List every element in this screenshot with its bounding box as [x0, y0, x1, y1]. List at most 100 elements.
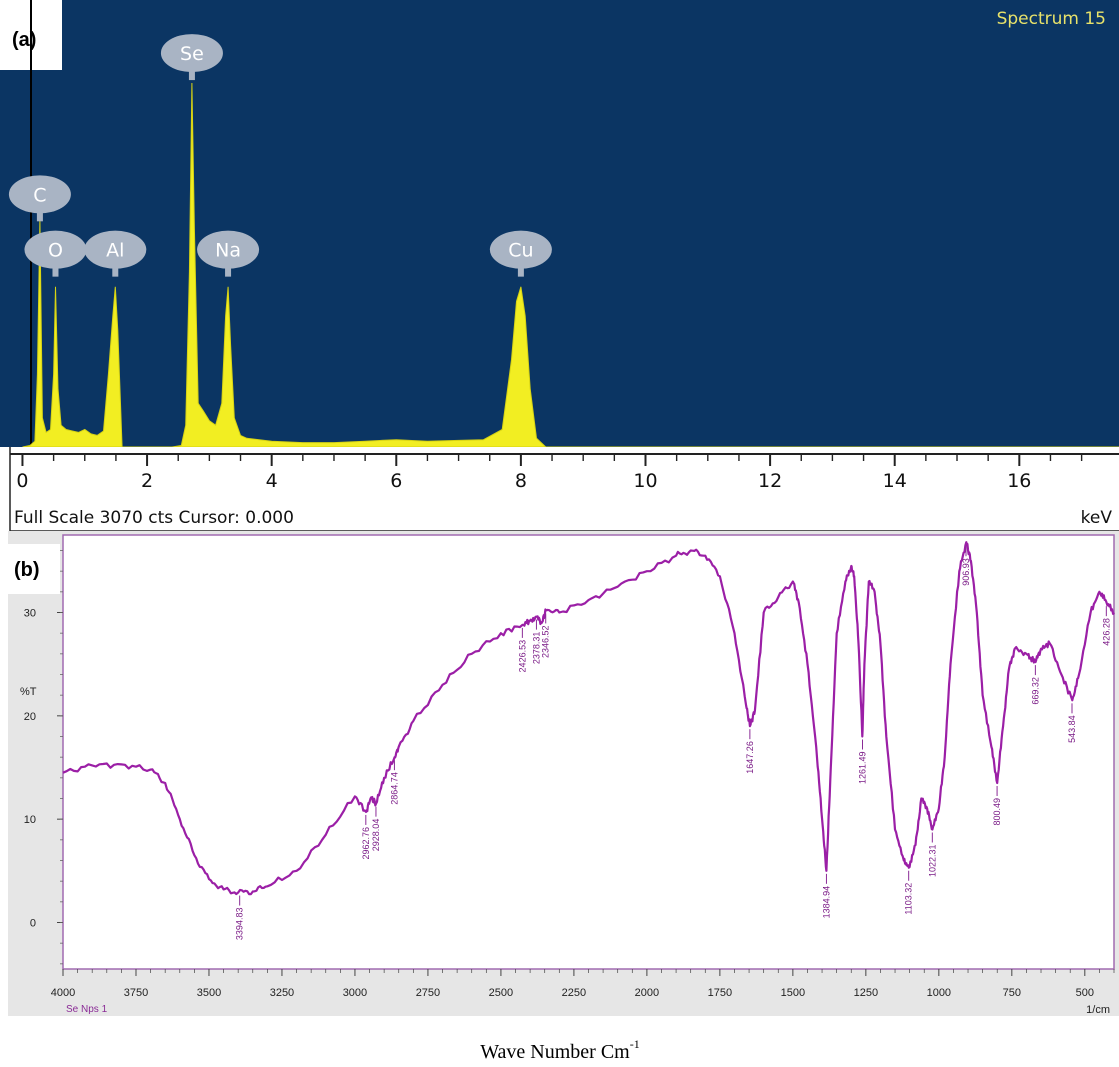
- ftir-y-axis-label: %T: [20, 686, 37, 698]
- ftir-x-tick-label: 500: [1076, 987, 1094, 999]
- eds-peak-label-se: Se: [160, 34, 223, 81]
- ftir-x-tick-label: 2750: [416, 987, 440, 999]
- eds-x-tick-label: 14: [883, 470, 907, 492]
- ftir-peak-label: 3394.83: [235, 908, 245, 941]
- eds-peak-label-c: C: [8, 175, 71, 222]
- eds-peak-stem: [517, 266, 524, 277]
- eds-spectrum-area: [22, 82, 1119, 448]
- ftir-peak-label: 1261.49: [857, 752, 867, 785]
- eds-peak-badge: [84, 230, 147, 269]
- ftir-y-tick-label: 10: [24, 814, 36, 826]
- ftir-sample-label: Se Nps 1: [66, 1004, 108, 1015]
- ftir-peak-label: 2928.04: [371, 819, 381, 852]
- ftir-peak-label: 543.84: [1067, 715, 1077, 743]
- eds-x-tick-label: 10: [633, 470, 657, 492]
- ftir-x-axis-label: Wave Number Cm-1: [480, 1037, 639, 1063]
- eds-peak-stem: [188, 70, 195, 81]
- ftir-peak-annotation: 2346.52: [541, 613, 551, 658]
- eds-peak-stem: [225, 266, 232, 277]
- ftir-x-tick-label: 2500: [489, 987, 513, 999]
- ftir-peak-annotation: 1384.94: [821, 873, 831, 919]
- ftir-x-tick-label: 4000: [51, 987, 75, 999]
- eds-peak-element: Na: [215, 240, 241, 262]
- panel-b-label: (b): [14, 559, 40, 581]
- ftir-plot-background: [63, 535, 1114, 969]
- ftir-peak-annotation: 543.84: [1067, 703, 1077, 743]
- eds-peak-label-al: Al: [84, 230, 147, 277]
- eds-chart: C O Al Se Na Cu Spectrum 15 0 2 4 6 8 10 12 14 16 Ful…: [0, 0, 1119, 532]
- ftir-peak-label: 669.32: [1030, 677, 1040, 705]
- ftir-chart: (b) 0 10 20 30 4000 3750 3500 3250 3000 2750 2500…: [8, 531, 1119, 1063]
- ftir-peak-label: 2426.53: [517, 640, 527, 673]
- ftir-y-tick-label: 0: [30, 918, 36, 930]
- ftir-peak-label: 1647.26: [745, 741, 755, 774]
- eds-peak-stem: [52, 266, 59, 277]
- ftir-peak-annotation: 1022.31: [927, 832, 937, 878]
- eds-peak-label-cu: Cu: [489, 230, 552, 277]
- ftir-x-tick-label: 3750: [124, 987, 148, 999]
- eds-x-tick-label: 4: [266, 470, 278, 492]
- eds-peak-stem: [36, 211, 43, 222]
- eds-peak-element: Cu: [508, 240, 533, 262]
- ftir-peak-annotation: 426.28: [1101, 606, 1111, 646]
- eds-peak-badge: [489, 230, 552, 269]
- eds-peak-badge: [197, 230, 260, 269]
- ftir-peak-label: 2378.31: [531, 632, 541, 665]
- ftir-peak-annotation: 1261.49: [857, 739, 867, 785]
- eds-peak-element: O: [48, 240, 63, 262]
- ftir-peak-annotation: 800.49: [992, 786, 1002, 826]
- ftir-x-unit: 1/cm: [1086, 1004, 1110, 1016]
- panel-a-label: (a): [12, 29, 36, 51]
- eds-x-tick-label: 0: [16, 470, 28, 492]
- ftir-x-tick-label: 1500: [781, 987, 805, 999]
- ftir-peak-label: 2864.74: [389, 772, 399, 805]
- ftir-x-tick-label: 3000: [343, 987, 367, 999]
- ftir-peak-annotation: 2426.53: [517, 627, 527, 673]
- eds-peak-element: C: [33, 184, 46, 206]
- eds-peak-badge: [24, 230, 87, 269]
- ftir-x-tick-label: 1250: [854, 987, 878, 999]
- ftir-peak-annotation: 2928.04: [371, 806, 381, 852]
- eds-x-tick-label: 16: [1007, 470, 1031, 492]
- eds-title: Spectrum 15: [997, 9, 1106, 29]
- ftir-x-axis-label-superscript: -1: [630, 1037, 640, 1051]
- ftir-peak-label: 800.49: [992, 798, 1002, 826]
- eds-footer: Full Scale 3070 cts Cursor: 0.000: [14, 508, 294, 528]
- ftir-peak-label: 906.93: [961, 558, 971, 586]
- ftir-peak-annotation: 669.32: [1030, 665, 1040, 705]
- ftir-x-tick-label: 3250: [270, 987, 294, 999]
- ftir-peak-label: 1103.32: [904, 883, 914, 915]
- ftir-y-tick-label: 30: [24, 608, 36, 620]
- eds-x-tick-label: 2: [141, 470, 153, 492]
- eds-peak-label-na: Na: [197, 230, 260, 277]
- ftir-peak-label: 1384.94: [821, 886, 831, 919]
- eds-plot-background: [0, 0, 1119, 447]
- ftir-peak-annotation: 1103.32: [904, 870, 914, 915]
- ftir-x-axis-label-text: Wave Number Cm: [480, 1041, 630, 1063]
- ftir-peak-annotation: 2378.31: [531, 619, 541, 665]
- ftir-peak-label: 2346.52: [541, 625, 551, 658]
- eds-x-tick-label: 6: [390, 470, 402, 492]
- ftir-x-tick-label: 750: [1003, 987, 1021, 999]
- eds-peak-element: Al: [106, 240, 124, 262]
- ftir-peak-annotation: 1647.26: [745, 729, 755, 774]
- eds-peak-stem: [112, 266, 119, 277]
- ftir-x-tick-label: 1000: [927, 987, 951, 999]
- ftir-y-tick-label: 20: [24, 711, 36, 723]
- ftir-series-line: [62, 541, 1115, 896]
- ftir-x-tick-label: 3500: [197, 987, 221, 999]
- ftir-peak-label: 1022.31: [927, 845, 937, 878]
- ftir-peak-label: 2962.76: [361, 827, 371, 860]
- ftir-peak-annotation: 3394.83: [235, 895, 245, 941]
- ftir-peak-annotation: 906.93: [961, 546, 971, 586]
- eds-peak-label-o: O: [24, 230, 87, 277]
- eds-x-tick-label: 8: [515, 470, 527, 492]
- ftir-peak-label: 426.28: [1101, 618, 1111, 646]
- eds-x-tick-label: 12: [758, 470, 782, 492]
- ftir-x-tick-label: 2000: [635, 987, 659, 999]
- ftir-label-box: [8, 544, 60, 594]
- eds-peak-badge: [8, 175, 71, 214]
- ftir-x-tick-label: 2250: [562, 987, 586, 999]
- ftir-x-tick-label: 1750: [708, 987, 732, 999]
